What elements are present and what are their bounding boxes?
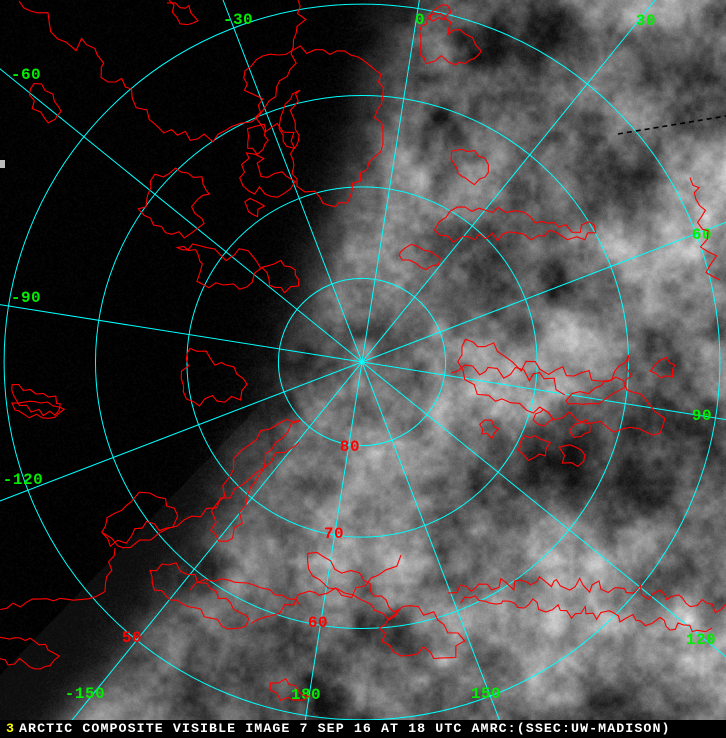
svg-text:3: 3 bbox=[6, 721, 14, 736]
svg-text:80: 80 bbox=[340, 438, 360, 456]
svg-text:50: 50 bbox=[122, 629, 142, 647]
svg-text:120: 120 bbox=[686, 631, 716, 649]
svg-text:70: 70 bbox=[324, 525, 344, 543]
svg-text:150: 150 bbox=[471, 685, 501, 703]
svg-text:60: 60 bbox=[308, 614, 328, 632]
svg-text:90: 90 bbox=[692, 407, 712, 425]
svg-text:30: 30 bbox=[636, 12, 656, 30]
svg-text:-150: -150 bbox=[65, 685, 105, 703]
svg-text:180: 180 bbox=[291, 686, 321, 704]
svg-text:0: 0 bbox=[415, 11, 425, 29]
svg-text:-60: -60 bbox=[11, 66, 41, 84]
svg-text:-120: -120 bbox=[3, 471, 43, 489]
svg-text:ARCTIC COMPOSITE VISIBLE IMAGE: ARCTIC COMPOSITE VISIBLE IMAGE 7 SEP 16 … bbox=[19, 721, 671, 736]
svg-text:-30: -30 bbox=[223, 11, 253, 29]
svg-text:-90: -90 bbox=[11, 289, 41, 307]
